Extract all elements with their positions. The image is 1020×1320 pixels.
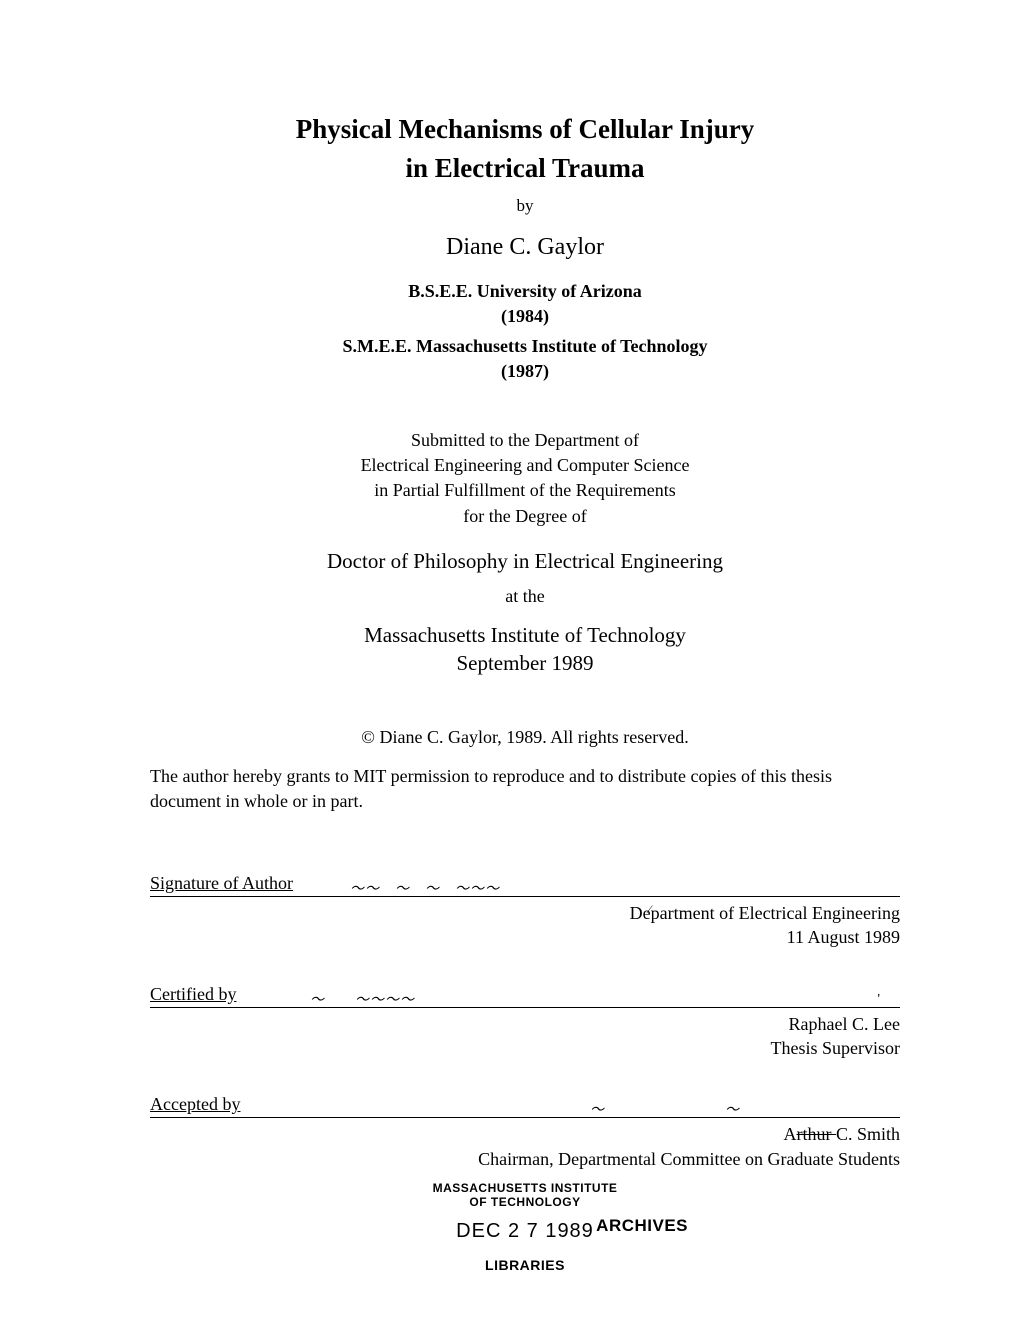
signature-author-dept: Dep⁄artment of Electrical Engineering (630, 901, 900, 925)
supervisor-title: Thesis Supervisor (150, 1036, 900, 1060)
signature-scribble-icon: ～～ ～ ～ ～～～ (350, 878, 500, 898)
copyright-line: © Diane C. Gaylor, 1989. All rights rese… (150, 727, 900, 748)
submitted-l3: in Partial Fulfillment of the Requiremen… (150, 478, 900, 503)
signature-author-row: Signature of Author ～～ ～ ～ ～～～ (150, 873, 900, 897)
signature-accepted-row: Accepted by ～ ～ (150, 1094, 900, 1118)
library-stamp: MASSACHUSETTS INSTITUTE OF TECHNOLOGY DE… (150, 1181, 900, 1273)
submitted-block: Submitted to the Department of Electrica… (150, 428, 900, 529)
stamp-institute-2: OF TECHNOLOGY (150, 1195, 900, 1209)
degree-bs-year: (1984) (150, 304, 900, 329)
title-block: Physical Mechanisms of Cellular Injury i… (150, 110, 900, 384)
degree-sm-year: (1987) (150, 359, 900, 384)
signature-scribble-icon: ～ ～ (590, 1099, 740, 1119)
title-line-2: in Electrical Trauma (150, 149, 900, 188)
signature-author-label: Signature of Author (150, 873, 293, 893)
submitted-l1: Submitted to the Department of (150, 428, 900, 453)
submitted-l4: for the Degree of (150, 504, 900, 529)
supervisor-name: Raphael C. Lee (150, 1012, 900, 1036)
submitted-l2: Electrical Engineering and Computer Scie… (150, 453, 900, 478)
chair-title: Chairman, Departmental Committee on Grad… (150, 1147, 900, 1171)
stamp-institute-1: MASSACHUSETTS INSTITUTE (150, 1181, 900, 1195)
permission-text: The author hereby grants to MIT permissi… (150, 764, 900, 813)
phd-degree: Doctor of Philosophy in Electrical Engin… (150, 549, 900, 574)
at-the-label: at the (150, 586, 900, 607)
signature-accepted-label: Accepted by (150, 1094, 240, 1114)
signature-section: Signature of Author ～～ ～ ～ ～～～ Dep⁄artme… (150, 873, 900, 1171)
degree-bs: B.S.E.E. University of Arizona (150, 279, 900, 304)
degree-sm: S.M.E.E. Massachusetts Institute of Tech… (150, 334, 900, 359)
institution-date: September 1989 (150, 649, 900, 677)
stamp-libraries: LIBRARIES (150, 1257, 900, 1273)
by-label: by (150, 196, 900, 216)
signature-author-info: Dep⁄artment of Electrical Engineering 11… (150, 901, 900, 950)
institution-name: Massachusetts Institute of Technology (150, 621, 900, 649)
signature-author-date: 11 August 1989 (150, 925, 900, 949)
author-name: Diane C. Gaylor (150, 234, 900, 261)
title-line-1: Physical Mechanisms of Cellular Injury (150, 110, 900, 149)
signature-certified-info: Raphael C. Lee Thesis Supervisor (150, 1012, 900, 1061)
chair-name: Arthur C. Smith (150, 1122, 900, 1146)
tick-mark-icon: ' (877, 992, 880, 1008)
signature-scribble-icon: ～ ～～～～ (310, 989, 415, 1009)
institution-block: Massachusetts Institute of Technology Se… (150, 621, 900, 678)
stamp-archives: ARCHIVES (596, 1216, 688, 1236)
stamp-date: DEC 2 7 1989 (456, 1220, 594, 1242)
signature-accepted-info: Arthur C. Smith Chairman, Departmental C… (150, 1122, 900, 1171)
signature-certified-label: Certified by (150, 984, 236, 1004)
stamp-date-row: DEC 2 7 1989 ARCHIVES (456, 1220, 594, 1243)
signature-certified-row: Certified by ～ ～～～～ ' (150, 984, 900, 1008)
